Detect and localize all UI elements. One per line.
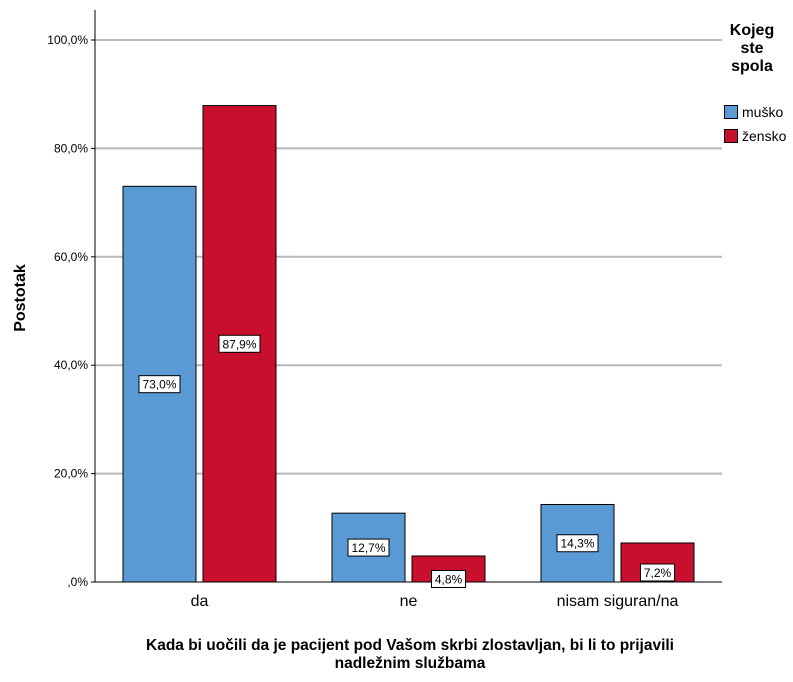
legend-swatch-zensko (724, 129, 738, 143)
y-tick-label: ,0% (67, 575, 88, 589)
x-tick-label: nisam siguran/na (557, 593, 679, 610)
data-label: 4,8% (435, 572, 463, 586)
data-label-box (218, 334, 261, 353)
y-tick-label: 20,0% (54, 467, 88, 481)
x-tick-label: da (191, 593, 209, 610)
data-label: 12,7% (351, 541, 385, 555)
data-label-box (640, 563, 675, 582)
data-label: 7,2% (644, 566, 672, 580)
y-tick-label: 80,0% (54, 141, 88, 155)
legend-swatch-musko (724, 105, 738, 119)
x-axis-title: Kada bi uočili da je pacijent pod Vašom … (146, 637, 674, 672)
data-label-box (138, 375, 181, 394)
y-tick-label: 100,0% (47, 33, 88, 47)
legend-title: Kojeg ste spola (729, 22, 775, 75)
x-tick-label: ne (400, 593, 418, 610)
data-label: 14,3% (560, 537, 594, 551)
legend-label-musko: muško (742, 104, 784, 120)
y-tick-label: 60,0% (54, 250, 88, 264)
y-tick-label: 40,0% (54, 358, 88, 372)
data-label: 87,9% (222, 337, 256, 351)
data-label-box (347, 538, 390, 557)
legend-item-zensko: žensko (724, 127, 786, 145)
data-label: 73,0% (142, 378, 176, 392)
y-axis-title: Postotak (12, 264, 29, 332)
legend-label-zensko: žensko (742, 128, 787, 144)
legend-item-musko: muško (724, 103, 783, 121)
data-label-box (431, 569, 466, 588)
data-label-box (556, 534, 599, 553)
